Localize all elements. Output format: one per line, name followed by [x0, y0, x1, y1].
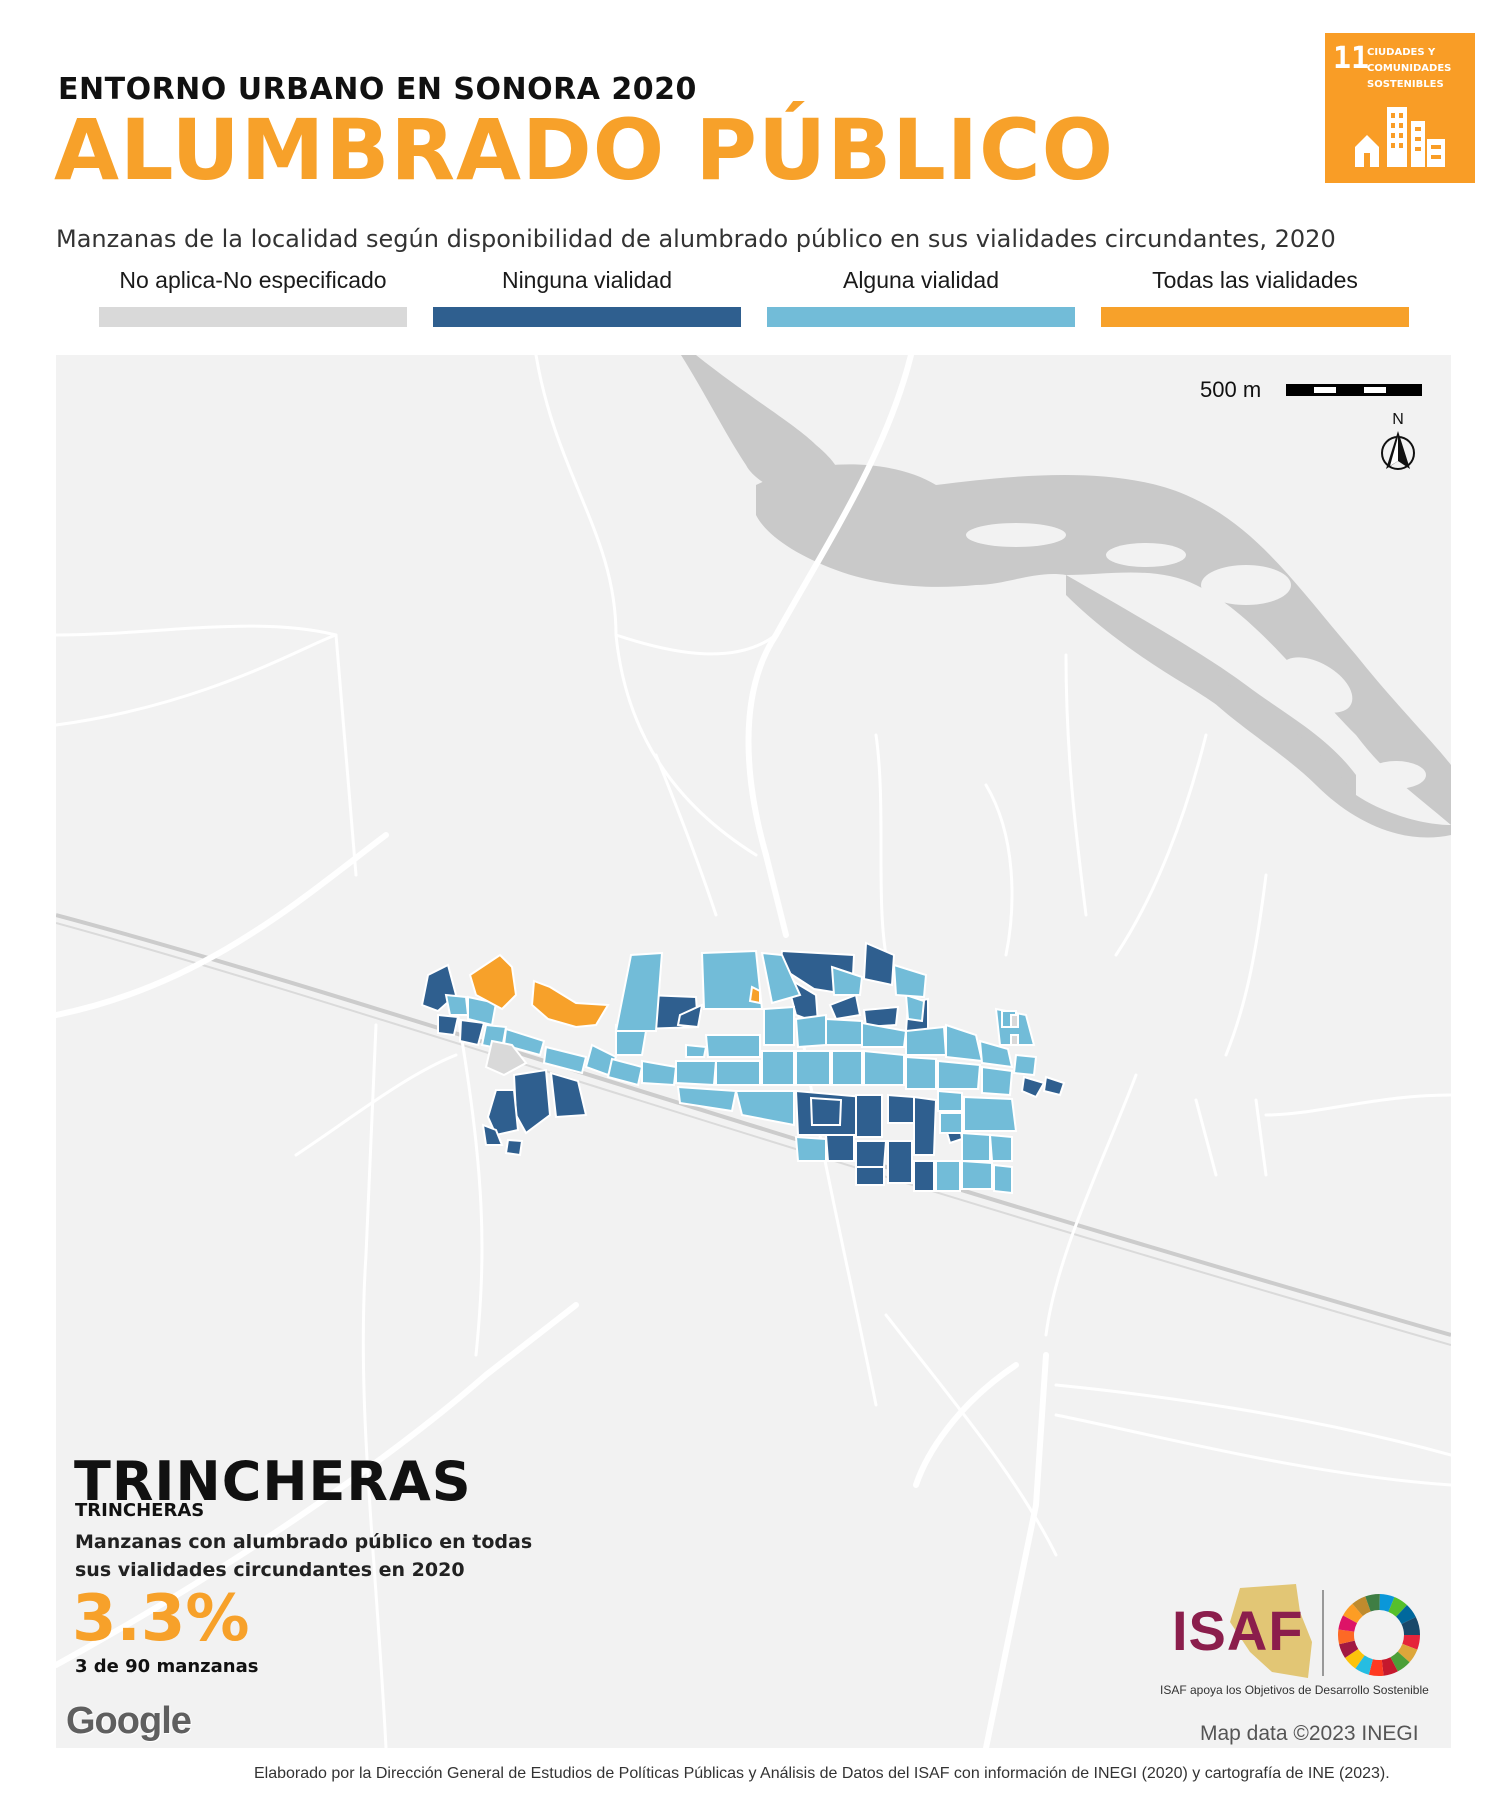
- river-shape: [681, 355, 1451, 838]
- legend-label: Ninguna vialidad: [501, 267, 673, 293]
- legend-swatch: [767, 307, 1075, 327]
- legend-label: Todas las vialidades: [1152, 267, 1358, 293]
- map-canvas[interactable]: 500 m N: [56, 355, 1451, 1748]
- legend-swatch: [99, 307, 407, 327]
- legend-item-no-aplica: No aplica-No especificado: [99, 267, 407, 327]
- header-kicker: ENTORNO URBANO EN SONORA 2020: [58, 72, 697, 107]
- stat-percentage: 3.3%: [72, 1582, 250, 1656]
- compass-icon: [1381, 431, 1415, 470]
- scale-bar: [1286, 384, 1422, 396]
- basemap: [56, 355, 1451, 1748]
- north-arrow: N: [1378, 411, 1418, 477]
- sonora-map-icon: [1230, 1584, 1312, 1678]
- legend-item-todas: Todas las vialidades: [1101, 267, 1409, 327]
- legend-label: Alguna vialidad: [842, 267, 999, 293]
- scale-label: 500 m: [1200, 377, 1262, 402]
- google-logo: Google: [66, 1700, 192, 1742]
- city-buildings-icon: [1355, 107, 1445, 167]
- page-title: ALUMBRADO PÚBLICO: [54, 101, 1115, 199]
- logo-divider: [1322, 1590, 1324, 1676]
- sdg-11-badge: 11 CIUDADES Y COMUNIDADES SOSTENIBLES: [1325, 33, 1475, 183]
- legend-item-ninguna: Ninguna vialidad: [433, 267, 741, 327]
- footer-credit: Elaborado por la Dirección General de Es…: [254, 1765, 1390, 1782]
- stat-description: Manzanas con alumbrado público en todas …: [75, 1531, 533, 1581]
- sdg-wheel-icon: [1338, 1594, 1420, 1676]
- urban-blocks: [420, 941, 1066, 1195]
- isaf-tagline: ISAF apoya los Objetivos de Desarrollo S…: [1160, 1683, 1429, 1697]
- legend-swatch: [1101, 307, 1409, 327]
- stat-count: 3 de 90 manzanas: [75, 1656, 259, 1677]
- north-label: N: [1392, 411, 1404, 428]
- isaf-logo: ISAF: [1172, 1599, 1304, 1662]
- legend-item-alguna: Alguna vialidad: [767, 267, 1075, 327]
- map-attribution: Map data ©2023 INEGI: [1200, 1722, 1419, 1745]
- legend-label: No aplica-No especificado: [119, 267, 387, 293]
- locality-name: TRINCHERAS: [74, 1450, 472, 1513]
- sdg-label: CIUDADES Y COMUNIDADES SOSTENIBLES: [1367, 47, 1452, 90]
- legend-swatch: [433, 307, 741, 327]
- map-subtitle: Manzanas de la localidad según disponibi…: [56, 225, 1336, 253]
- municipality-name: TRINCHERAS: [75, 1500, 205, 1521]
- sdg-number: 11: [1333, 41, 1370, 76]
